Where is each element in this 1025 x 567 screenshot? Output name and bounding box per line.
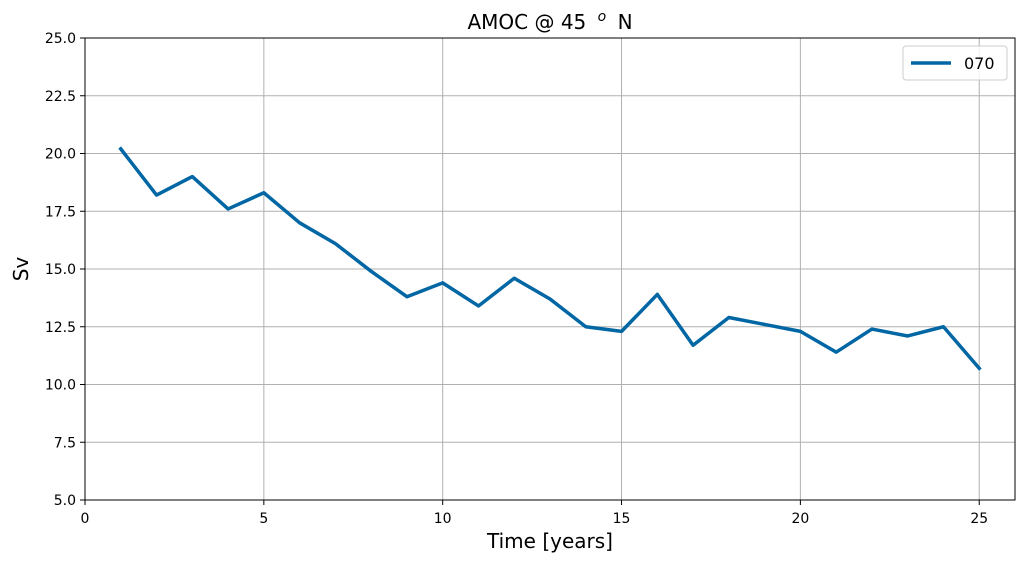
- x-tick-label: 0: [81, 511, 90, 527]
- grid: [84, 37, 1015, 501]
- y-tick-label: 17.5: [45, 204, 76, 220]
- y-tick-label: 20.0: [45, 147, 76, 163]
- chart-title-suffix: N: [618, 10, 633, 34]
- x-tick-label: 5: [259, 511, 268, 527]
- x-tick-label: 15: [613, 511, 631, 527]
- y-tick-label: 5.0: [54, 493, 76, 509]
- legend: 070: [902, 45, 1008, 81]
- legend-label: 070: [964, 54, 995, 73]
- x-tick-label: 25: [970, 511, 988, 527]
- y-tick-label: 7.5: [54, 435, 76, 451]
- y-tick-label: 25.0: [45, 31, 76, 47]
- y-tick-label: 12.5: [45, 320, 76, 336]
- chart-title: AMOC @ 45 o N: [467, 2, 632, 34]
- y-tick-label: 15.0: [45, 262, 76, 278]
- y-tick-label: 22.5: [45, 89, 76, 105]
- x-tick-label: 20: [791, 511, 809, 527]
- x-tick-label: 10: [434, 511, 452, 527]
- series-layer: [118, 146, 982, 371]
- x-axis-label: Time [years]: [486, 529, 613, 553]
- chart-title-superscript: o: [598, 9, 607, 25]
- chart-title-main: AMOC @ 45: [467, 10, 586, 34]
- legend-box: [902, 45, 1008, 81]
- y-axis-label: Sv: [9, 257, 33, 282]
- series-line: [118, 146, 982, 371]
- ticks: 0 5 10 15 20 25 5.0 7.5 10.0 12.5 15.0 17.5 20.0 22.5…: [45, 31, 988, 527]
- y-tick-label: 10.0: [45, 378, 76, 394]
